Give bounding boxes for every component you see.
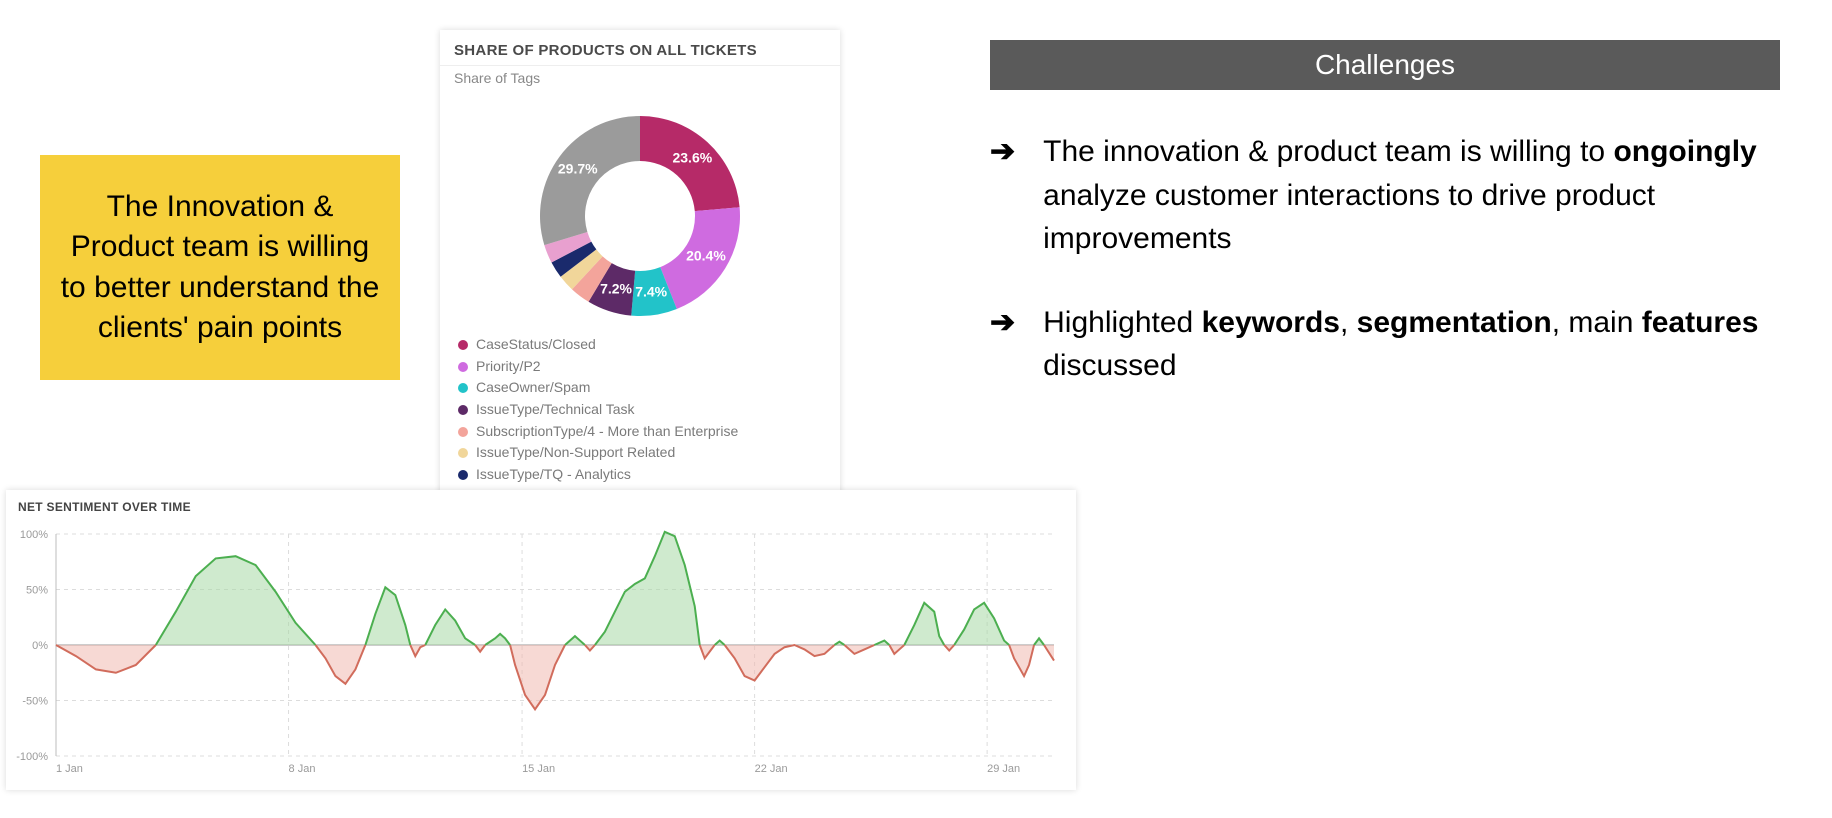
arrow-icon: ➔: [990, 130, 1015, 261]
donut-chart: 23.6% 20.4% 7.4%7.2% 29.7%: [440, 96, 840, 326]
y-axis-label: 100%: [20, 529, 48, 541]
sentiment-title: NET SENTIMENT OVER TIME: [6, 490, 1076, 524]
sentiment-chart: 100% 50% 0% -50% -100% 1 Jan 8 Jan 15 Jan 22 Jan…: [6, 524, 1066, 784]
challenges-bullets: ➔The innovation & product team is willin…: [990, 130, 1780, 428]
legend-dot-icon: [458, 362, 468, 372]
legend-dot-icon: [458, 470, 468, 480]
donut-subtitle: Share of Tags: [440, 65, 840, 92]
donut-slice-label: 29.7%: [558, 161, 598, 177]
legend-label: IssueType/Non-Support Related: [476, 442, 675, 464]
sentiment-area: [595, 532, 700, 645]
donut-slice-label: 23.6%: [672, 150, 712, 166]
legend-dot-icon: [458, 383, 468, 393]
legend-label: IssueType/TQ - Analytics: [476, 464, 631, 486]
donut-slice-label: 20.4%: [686, 247, 726, 263]
challenges-header-text: Challenges: [1315, 49, 1455, 81]
sentiment-area: [954, 603, 1009, 645]
legend-label: IssueType/Technical Task: [476, 399, 635, 421]
arrow-icon: ➔: [990, 301, 1015, 388]
legend-dot-icon: [458, 405, 468, 415]
x-axis-label: 1 Jan: [56, 763, 83, 775]
legend-dot-icon: [458, 448, 468, 458]
sentiment-area: [904, 603, 944, 645]
donut-slice-label: 7.4%: [635, 283, 667, 299]
x-axis-label: 8 Jan: [289, 763, 316, 775]
bullet-item: ➔The innovation & product team is willin…: [990, 130, 1780, 261]
y-axis-label: -100%: [16, 751, 48, 763]
x-axis-label: 22 Jan: [755, 763, 788, 775]
donut-slice-label: 7.2%: [600, 280, 632, 296]
donut-slice: [540, 116, 640, 245]
y-axis-label: 50%: [26, 585, 48, 597]
legend-item: IssueType/Technical Task: [458, 399, 822, 421]
legend-item: CaseStatus/Closed: [458, 334, 822, 356]
sentiment-area: [156, 556, 316, 645]
legend-item: IssueType/TQ - Analytics: [458, 464, 822, 486]
bullet-text: The innovation & product team is willing…: [1043, 130, 1780, 261]
donut-card: SHARE OF PRODUCTS ON ALL TICKETS Share o…: [440, 30, 840, 510]
sentiment-card: NET SENTIMENT OVER TIME 100% 50% 0% -50% -10…: [6, 490, 1076, 790]
x-axis-label: 15 Jan: [522, 763, 555, 775]
legend-item: IssueType/Non-Support Related: [458, 442, 822, 464]
legend-label: CaseStatus/Closed: [476, 334, 596, 356]
legend-label: SubscriptionType/4 - More than Enterpris…: [476, 421, 738, 443]
yellow-callout: The Innovation & Product team is willing…: [40, 155, 400, 380]
legend-dot-icon: [458, 427, 468, 437]
x-axis-label: 29 Jan: [987, 763, 1020, 775]
donut-title: SHARE OF PRODUCTS ON ALL TICKETS: [440, 30, 840, 65]
legend-item: CaseOwner/Spam: [458, 377, 822, 399]
legend-item: SubscriptionType/4 - More than Enterpris…: [458, 421, 822, 443]
legend-label: Priority/P2: [476, 356, 541, 378]
yellow-callout-text: The Innovation & Product team is willing…: [58, 187, 382, 349]
y-axis-label: 0%: [32, 640, 48, 652]
sentiment-area: [365, 587, 410, 645]
bullet-text: Highlighted keywords, segmentation, main…: [1043, 301, 1780, 388]
bullet-item: ➔ Highlighted keywords, segmentation, mai…: [990, 301, 1780, 388]
donut-legend: CaseStatus/ClosedPriority/P2CaseOwner/Sp…: [440, 334, 840, 496]
legend-item: Priority/P2: [458, 356, 822, 378]
challenges-header: Challenges: [990, 40, 1780, 90]
legend-dot-icon: [458, 340, 468, 350]
y-axis-label: -50%: [22, 696, 48, 708]
legend-label: CaseOwner/Spam: [476, 377, 590, 399]
